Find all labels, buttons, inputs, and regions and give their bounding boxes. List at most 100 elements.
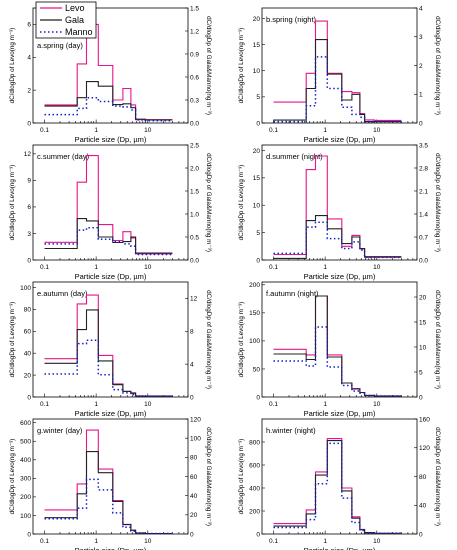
- y-left-tick-label: 20: [24, 372, 32, 379]
- x-tick-label: 0.1: [40, 538, 49, 545]
- y-left-tick-label: 5: [256, 230, 260, 237]
- y-left-tick-label: 500: [20, 439, 31, 446]
- y-right-tick-label: 80: [419, 474, 427, 481]
- x-tick-label: 1: [94, 127, 98, 134]
- y-left-tick-label: 80: [24, 307, 32, 314]
- x-tick-label: 0.1: [40, 127, 49, 134]
- y-right-tick-label: 4: [190, 361, 194, 368]
- x-axis-label: Particle size (Dp, µm): [304, 546, 376, 550]
- panel-title: a.spring (day): [37, 41, 83, 50]
- y-right-tick-label: 1: [419, 92, 423, 99]
- y-right-tick-label: 2.0: [190, 165, 199, 172]
- y-left-tick-label: 15: [253, 175, 261, 182]
- y-left-tick-label: 10: [253, 68, 261, 75]
- y-left-axis-label: dC/dlogDp of Levo(ng m⁻³): [238, 302, 245, 378]
- y-left-tick-label: 100: [20, 513, 31, 520]
- series-manno: [273, 442, 402, 535]
- y-right-tick-label: 0.0: [190, 120, 199, 127]
- y-right-tick-label: 0.5: [190, 234, 199, 241]
- y-left-tick-label: 5: [256, 94, 260, 101]
- plot-frame: [261, 281, 418, 398]
- y-left-tick-label: 100: [249, 338, 260, 345]
- panel-title: g.winter (day): [37, 426, 83, 435]
- y-left-tick-label: 9: [27, 178, 31, 185]
- panel-8: 0.1 1 10 0 200 400 600 800 0 40 80 120 160 Particle s…: [238, 416, 441, 550]
- x-tick-label: 0.1: [269, 127, 278, 134]
- series-levo: [44, 294, 173, 397]
- y-right-tick-label: 40: [419, 503, 427, 510]
- y-right-tick-label: 1.4: [419, 211, 428, 218]
- y-right-tick-label: 40: [190, 493, 198, 500]
- series-manno: [273, 221, 402, 259]
- y-right-tick-label: 1.0: [190, 211, 199, 218]
- y-right-tick-label: 20: [190, 512, 198, 519]
- legend-manno-label: Manno: [65, 27, 93, 37]
- y-left-tick-label: 0: [27, 120, 31, 127]
- y-left-tick-label: 100: [20, 285, 31, 292]
- x-axis-label: Particle size (Dp, µm): [304, 272, 376, 281]
- panel-title: c.summer (day): [37, 152, 90, 161]
- y-right-tick-label: 0.0: [190, 257, 199, 264]
- y-right-tick-label: 3.5: [419, 142, 428, 149]
- x-tick-label: 10: [144, 127, 152, 134]
- y-right-tick-label: 0: [419, 120, 423, 127]
- legend: Levo Gala Manno: [35, 1, 97, 39]
- y-left-axis-label: dC/dlogDp of Levo(ng m⁻³): [9, 28, 16, 104]
- y-right-tick-label: 8: [190, 329, 194, 336]
- y-right-tick-label: 5: [419, 369, 423, 376]
- panel-title: b.spring (night): [266, 15, 317, 24]
- y-right-axis-label: dC/dlogDp of Gala&Manno(ng m⁻³): [205, 153, 212, 252]
- y-left-tick-label: 60: [24, 329, 32, 336]
- series-gala: [44, 218, 173, 254]
- plot-frame: [32, 144, 189, 261]
- y-right-tick-label: 1.5: [190, 5, 199, 12]
- series-gala: [273, 215, 402, 259]
- panel-title: e.autumn (day): [37, 289, 88, 298]
- y-right-tick-label: 0.3: [190, 97, 199, 104]
- panel-7: 0.1 1 100100200300400500600020406080100120…: [9, 416, 212, 550]
- y-right-axis-label: dC/dlogDp of Gala&Manno(ng m⁻³): [434, 290, 441, 389]
- series-levo: [273, 438, 402, 534]
- y-left-axis-label: dC/dlogDp of Levo(ng m⁻³): [238, 165, 245, 241]
- y-left-tick-label: 10: [253, 203, 261, 210]
- y-right-tick-label: 0.9: [190, 51, 199, 58]
- x-tick-label: 1: [94, 401, 98, 408]
- series-manno: [44, 96, 173, 122]
- series-manno: [44, 478, 173, 535]
- y-right-tick-label: 80: [190, 455, 198, 462]
- y-right-tick-label: 100: [190, 435, 201, 442]
- x-tick-label: 10: [373, 401, 381, 408]
- y-right-tick-label: 3: [419, 34, 423, 41]
- y-left-tick-label: 20: [253, 16, 261, 23]
- y-left-tick-label: 0: [256, 531, 260, 538]
- x-axis-label: Particle size (Dp, µm): [75, 272, 147, 281]
- y-left-tick-label: 800: [249, 439, 260, 446]
- x-axis-label: Particle size (Dp, µm): [75, 135, 147, 144]
- y-right-tick-label: 4: [419, 5, 423, 12]
- y-left-tick-label: 300: [20, 476, 31, 483]
- series-gala: [44, 309, 173, 397]
- x-tick-label: 0.1: [40, 264, 49, 271]
- panel-title: f.autumn (night): [266, 289, 319, 298]
- y-right-tick-label: 20: [419, 294, 427, 301]
- y-left-axis-label: dC/dlogDp of Levo(ng m⁻³): [9, 165, 16, 241]
- y-right-tick-label: 2.5: [190, 142, 199, 149]
- series-gala: [273, 39, 402, 123]
- x-tick-label: 0.1: [269, 401, 278, 408]
- x-tick-label: 10: [373, 538, 381, 545]
- series-levo: [44, 23, 173, 121]
- y-right-tick-label: 2: [419, 63, 423, 70]
- y-left-tick-label: 400: [20, 457, 31, 464]
- y-left-tick-label: 400: [249, 485, 260, 492]
- panel-3: 0.1 1 10 0 3 6 9 12 0.0 0.5 1.0 1.5 2.0 2.5 Particle s…: [9, 142, 212, 281]
- x-tick-label: 10: [373, 127, 381, 134]
- y-left-tick-label: 600: [20, 420, 31, 427]
- y-left-tick-label: 150: [249, 310, 260, 317]
- y-right-tick-label: 60: [190, 474, 198, 481]
- series-levo: [273, 155, 402, 258]
- y-right-tick-label: 160: [419, 416, 430, 423]
- y-right-tick-label: 2.8: [419, 165, 428, 172]
- y-left-tick-label: 200: [249, 282, 260, 289]
- x-axis-label: Particle size (Dp, µm): [304, 135, 376, 144]
